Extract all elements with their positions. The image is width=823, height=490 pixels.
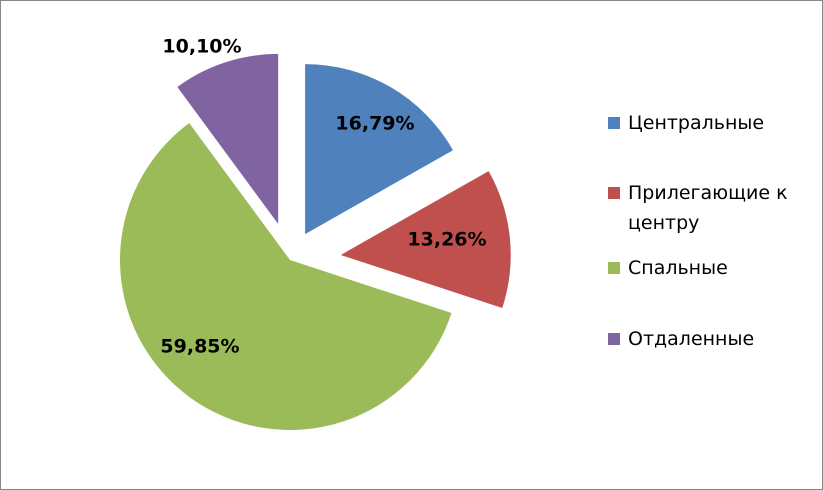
data-label-2: 13,26% <box>407 229 486 251</box>
legend-label-3: Спальные <box>628 257 728 279</box>
pie-slice-4 <box>177 53 279 224</box>
legend-swatch-4 <box>608 333 620 345</box>
legend-label-2: Прилегающие к центру <box>628 182 788 234</box>
legend-label-4: Отдаленные <box>628 328 754 350</box>
pie-slice-1 <box>305 64 453 235</box>
legend-label-1: Центральные <box>628 112 764 134</box>
legend-swatch-1 <box>608 117 620 129</box>
pie-slice-2 <box>340 171 511 308</box>
data-label-4: 10,10% <box>162 36 241 58</box>
legend-swatch-3 <box>608 262 620 274</box>
data-label-1: 16,79% <box>335 113 414 135</box>
pie-slice-3 <box>120 123 452 430</box>
pie-slices <box>120 53 511 430</box>
legend-swatch-2 <box>608 187 620 199</box>
data-label-3: 59,85% <box>160 336 239 358</box>
data-labels: 16,79% 13,26% 59,85% 10,10% <box>160 36 486 358</box>
legend: Центральные Прилегающие к центру Спальные От… <box>608 112 788 350</box>
